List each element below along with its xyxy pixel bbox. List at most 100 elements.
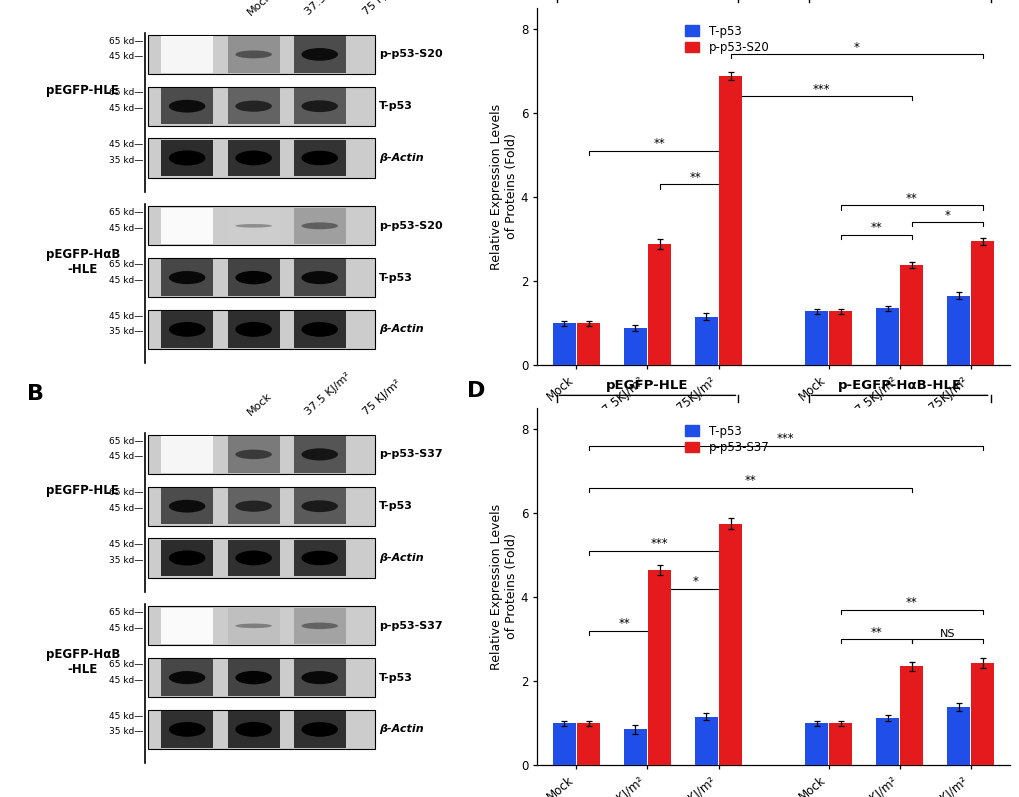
Ellipse shape [235,501,272,512]
Text: 45 kd—: 45 kd— [109,140,144,149]
Bar [828,312,851,365]
Bar [947,296,969,365]
Bar [227,659,279,696]
Bar [227,88,279,124]
Ellipse shape [302,671,337,684]
Bar [227,259,279,296]
Bar [161,659,213,696]
Text: T-p53: T-p53 [379,273,413,283]
Text: B: B [26,384,44,404]
Text: 37.5 KJ/m²: 37.5 KJ/m² [303,371,353,417]
Bar [149,139,374,178]
Text: 65 kd—: 65 kd— [109,608,144,617]
Text: 35 kd—: 35 kd— [109,328,144,336]
Text: β-Actin: β-Actin [379,153,424,163]
Bar [900,265,922,365]
Bar [718,524,741,765]
Legend: T-p53, p-p53-S37: T-p53, p-p53-S37 [685,425,768,454]
Bar [161,540,213,576]
Text: 45 kd—: 45 kd— [109,53,144,61]
Bar [875,718,898,765]
Bar [647,570,671,765]
Bar [161,311,213,347]
Text: 37.5 KJ/m²: 37.5 KJ/m² [303,0,353,18]
Bar [161,36,213,73]
Ellipse shape [235,551,272,565]
Text: **: ** [653,137,664,151]
Text: 45 kd—: 45 kd— [109,453,144,461]
Text: *: * [944,209,950,222]
Ellipse shape [302,449,337,461]
Ellipse shape [302,322,337,337]
Text: D: D [466,381,484,401]
Ellipse shape [302,722,337,736]
Text: **: ** [905,192,917,205]
Text: 65 kd—: 65 kd— [109,260,144,269]
Bar [149,607,374,646]
Bar [227,488,279,524]
Bar [694,316,717,365]
Bar [149,658,374,697]
Ellipse shape [169,722,205,736]
Bar [149,710,374,749]
Ellipse shape [235,271,272,285]
Ellipse shape [235,322,272,337]
Bar [227,540,279,576]
Bar [970,241,994,365]
Text: C: C [466,0,482,1]
Bar [161,607,213,644]
Y-axis label: Relative Expression Levels
of Proteins (Fold): Relative Expression Levels of Proteins (… [489,504,518,669]
Bar [293,659,345,696]
Bar [718,76,741,365]
Ellipse shape [302,271,337,285]
Text: 65 kd—: 65 kd— [109,489,144,497]
Text: p-p53-S37: p-p53-S37 [379,621,442,631]
Bar [552,323,575,365]
Ellipse shape [302,222,337,230]
Bar [293,88,345,124]
Text: A: A [26,0,44,5]
Ellipse shape [235,50,272,58]
Text: 75 KJ/m²: 75 KJ/m² [361,378,403,417]
Bar [227,311,279,347]
Text: **: ** [618,617,630,630]
Text: 45 kd—: 45 kd— [109,676,144,685]
Ellipse shape [235,450,272,459]
Text: pEGFP-HLE: pEGFP-HLE [46,484,119,497]
Bar [293,259,345,296]
Ellipse shape [169,100,205,112]
Text: T-p53: T-p53 [379,501,413,511]
Bar [947,707,969,765]
Bar [970,663,994,765]
Ellipse shape [235,671,272,685]
Ellipse shape [235,623,272,628]
Text: NS: NS [938,629,954,638]
Text: **: ** [905,596,917,609]
Bar [293,311,345,347]
Bar [149,206,374,245]
Text: β-Actin: β-Actin [379,324,424,335]
Bar [227,207,279,244]
Text: p-EGFP-HαB-HLE: p-EGFP-HαB-HLE [837,379,961,392]
Text: 45 kd—: 45 kd— [109,224,144,233]
Text: Mock: Mock [245,0,273,18]
Bar [293,139,345,176]
Text: pEGFP-HLE: pEGFP-HLE [46,84,119,96]
Text: 65 kd—: 65 kd— [109,208,144,217]
Bar [828,723,851,765]
Bar [149,310,374,349]
Text: ***: *** [776,432,794,446]
Bar [149,538,374,578]
Bar [577,723,599,765]
Text: **: ** [689,171,700,184]
Bar [293,207,345,244]
Text: 35 kd—: 35 kd— [109,728,144,736]
Ellipse shape [169,551,205,566]
Bar [149,258,374,297]
Text: β-Actin: β-Actin [379,553,424,563]
Text: 35 kd—: 35 kd— [109,556,144,565]
Bar [293,436,345,473]
Y-axis label: Relative Expression Levels
of Proteins (Fold): Relative Expression Levels of Proteins (… [489,104,518,269]
Text: Mock: Mock [245,391,273,417]
Ellipse shape [169,322,205,337]
